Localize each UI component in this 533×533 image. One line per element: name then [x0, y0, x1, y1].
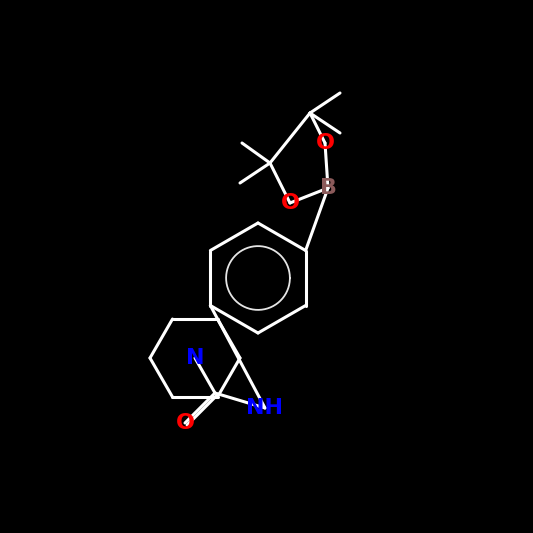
Text: N: N [185, 348, 204, 368]
Text: B: B [319, 178, 336, 198]
Text: O: O [316, 133, 335, 153]
Text: NH: NH [246, 398, 284, 418]
Text: O: O [280, 193, 300, 213]
Text: O: O [175, 413, 195, 433]
